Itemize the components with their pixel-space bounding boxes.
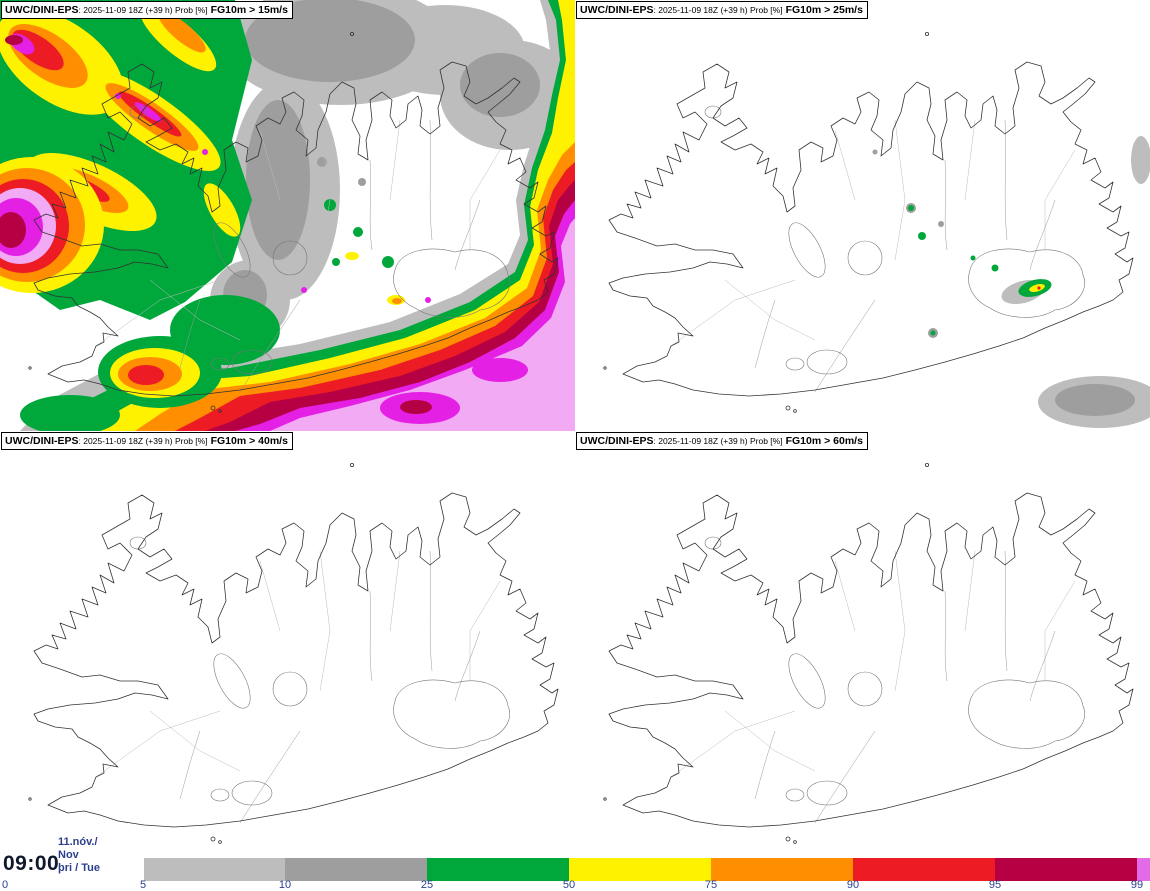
model-name: UWC/DINI-EPS	[580, 435, 654, 447]
threshold-label: FG10m > 25m/s	[785, 4, 863, 16]
legend-tick: 25	[420, 879, 434, 891]
run-info: : 2025-11-09 18Z (+39 h) Prob [%]	[78, 436, 208, 446]
legend-tick: 75	[704, 879, 718, 891]
probability-field	[872, 136, 1150, 428]
panel-grid: UWC/DINI-EPS: 2025-11-09 18Z (+39 h) Pro…	[0, 0, 1150, 862]
valid-date-box: 11.nóv./ Nov þri / Tue	[54, 834, 144, 886]
valid-date-line1: 11.nóv./	[58, 836, 98, 848]
probability-field	[0, 0, 575, 431]
model-name: UWC/DINI-EPS	[5, 4, 79, 16]
forecast-panel-fg60: UWC/DINI-EPS: 2025-11-09 18Z (+39 h) Pro…	[575, 431, 1150, 862]
probability-colorbar	[143, 858, 1150, 881]
panel-title: UWC/DINI-EPS: 2025-11-09 18Z (+39 h) Pro…	[1, 1, 293, 19]
iceland-map-fg25[interactable]	[575, 0, 1150, 431]
legend-tick: 10	[278, 879, 292, 891]
run-info: : 2025-11-09 18Z (+39 h) Prob [%]	[78, 5, 208, 15]
legend-segment	[711, 858, 853, 881]
run-info: : 2025-11-09 18Z (+39 h) Prob [%]	[653, 436, 783, 446]
model-name: UWC/DINI-EPS	[5, 435, 79, 447]
panel-title: UWC/DINI-EPS: 2025-11-09 18Z (+39 h) Pro…	[576, 432, 868, 450]
threshold-label: FG10m > 60m/s	[785, 435, 863, 447]
legend-tick: 50	[562, 879, 576, 891]
forecast-panel-fg15: UWC/DINI-EPS: 2025-11-09 18Z (+39 h) Pro…	[0, 0, 575, 431]
iceland-map-fg60[interactable]	[575, 431, 1150, 862]
threshold-label: FG10m > 40m/s	[210, 435, 288, 447]
legend-segment	[143, 858, 285, 881]
legend-tick: 0	[2, 879, 9, 891]
legend-segment	[995, 858, 1137, 881]
valid-date-line2: Nov	[58, 849, 79, 861]
legend-tick: 90	[846, 879, 860, 891]
legend-segment	[285, 858, 427, 881]
iceland-map-fg15[interactable]	[0, 0, 575, 431]
legend-tick-labels: 0 5 10 25 50 75 90 95 99	[0, 879, 1150, 891]
forecast-panel-fg25: UWC/DINI-EPS: 2025-11-09 18Z (+39 h) Pro…	[575, 0, 1150, 431]
panel-title: UWC/DINI-EPS: 2025-11-09 18Z (+39 h) Pro…	[1, 432, 293, 450]
valid-day-line: þri / Tue	[58, 862, 100, 874]
legend-tick: 5	[139, 879, 147, 891]
threshold-label: FG10m > 15m/s	[210, 4, 288, 16]
forecast-panel-fg40: UWC/DINI-EPS: 2025-11-09 18Z (+39 h) Pro…	[0, 431, 575, 862]
legend-tick: 99	[1130, 879, 1144, 891]
valid-time-label: 09:00	[3, 852, 60, 875]
iceland-map-fg40[interactable]	[0, 431, 575, 862]
panel-title: UWC/DINI-EPS: 2025-11-09 18Z (+39 h) Pro…	[576, 1, 868, 19]
model-name: UWC/DINI-EPS	[580, 4, 654, 16]
legend-segment	[1137, 858, 1150, 881]
legend-segment	[569, 858, 711, 881]
run-info: : 2025-11-09 18Z (+39 h) Prob [%]	[653, 5, 783, 15]
legend-segment	[427, 858, 569, 881]
legend-segment	[853, 858, 995, 881]
legend-tick: 95	[988, 879, 1002, 891]
